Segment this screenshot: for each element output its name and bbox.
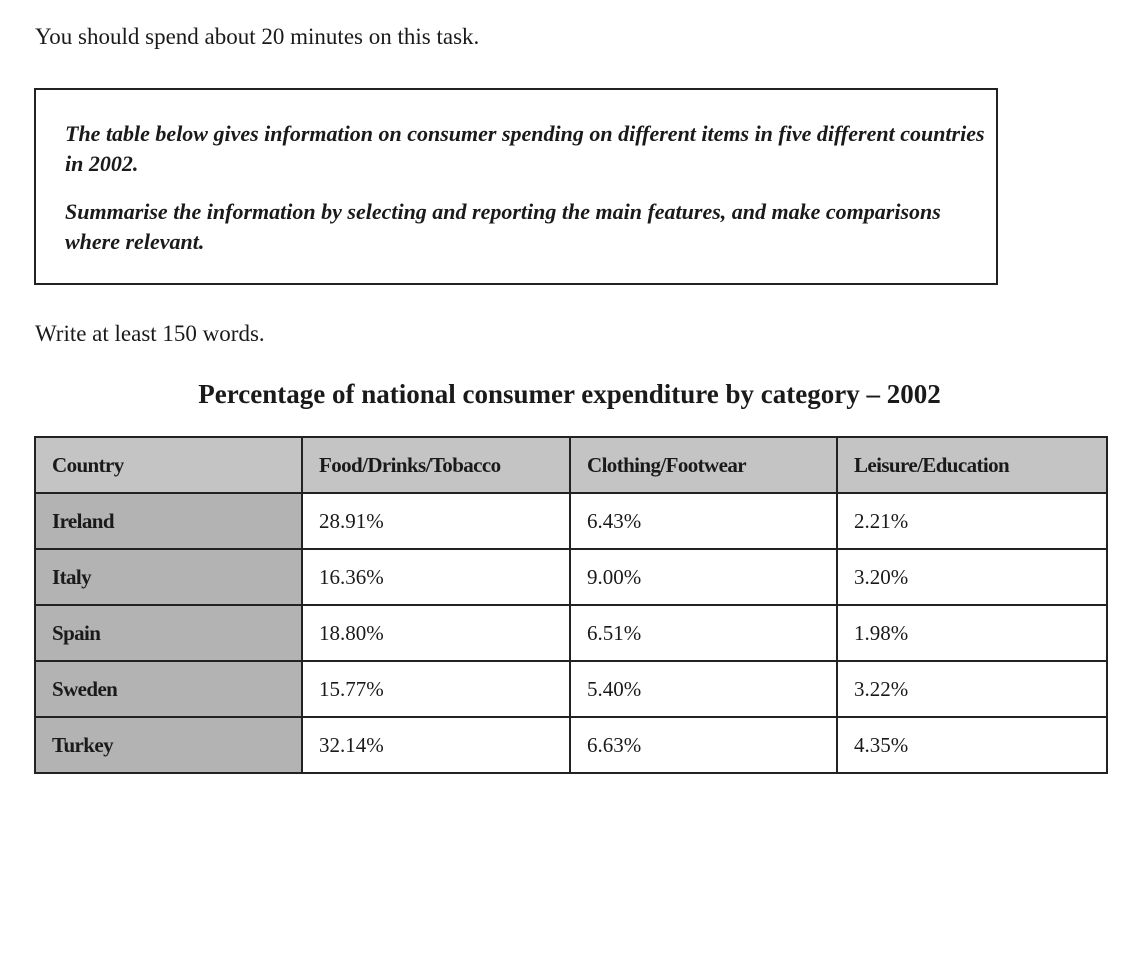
leisure-cell: 4.35% [836,716,1108,774]
column-header-country: Country [34,436,303,494]
food-cell: 28.91% [301,492,571,550]
leisure-cell: 3.20% [836,548,1108,606]
table-header-row: Country Food/Drinks/Tobacco Clothing/Foo… [34,436,1108,494]
country-cell: Sweden [34,660,303,718]
word-count-text: Write at least 150 words. [35,321,265,346]
leisure-cell: 1.98% [836,604,1108,662]
country-cell: Italy [34,548,303,606]
instruction-text: You should spend about 20 minutes on thi… [35,24,480,49]
table-row: Ireland 28.91% 6.43% 2.21% [34,492,1108,550]
food-cell: 18.80% [301,604,571,662]
leisure-cell: 3.22% [836,660,1108,718]
country-cell: Ireland [34,492,303,550]
task-paragraph-1: The table below gives information on con… [65,121,985,176]
table-row: Turkey 32.14% 6.63% 4.35% [34,716,1108,774]
column-header-clothing: Clothing/Footwear [569,436,838,494]
clothing-cell: 6.63% [569,716,838,774]
food-cell: 32.14% [301,716,571,774]
clothing-cell: 9.00% [569,548,838,606]
table-row: Italy 16.36% 9.00% 3.20% [34,548,1108,606]
task-box: The table below gives information on con… [34,88,998,285]
clothing-cell: 6.51% [569,604,838,662]
food-cell: 16.36% [301,548,571,606]
task-paragraph-2: Summarise the information by selecting a… [65,199,941,254]
column-header-food: Food/Drinks/Tobacco [301,436,571,494]
leisure-cell: 2.21% [836,492,1108,550]
clothing-cell: 5.40% [569,660,838,718]
country-cell: Spain [34,604,303,662]
table-row: Spain 18.80% 6.51% 1.98% [34,604,1108,662]
clothing-cell: 6.43% [569,492,838,550]
column-header-leisure: Leisure/Education [836,436,1108,494]
expenditure-table: Country Food/Drinks/Tobacco Clothing/Foo… [34,436,1108,774]
food-cell: 15.77% [301,660,571,718]
table-row: Sweden 15.77% 5.40% 3.22% [34,660,1108,718]
country-cell: Turkey [34,716,303,774]
table-title: Percentage of national consumer expendit… [198,379,941,409]
